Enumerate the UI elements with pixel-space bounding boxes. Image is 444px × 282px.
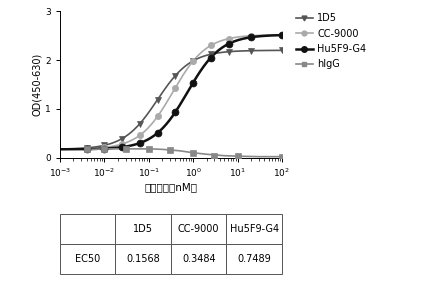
- X-axis label: 抗体浓度（nM）: 抗体浓度（nM）: [144, 182, 198, 192]
- Y-axis label: OD(450-630): OD(450-630): [32, 53, 42, 116]
- Legend: 1D5, CC-9000, Hu5F9-G4, hIgG: 1D5, CC-9000, Hu5F9-G4, hIgG: [296, 13, 366, 69]
